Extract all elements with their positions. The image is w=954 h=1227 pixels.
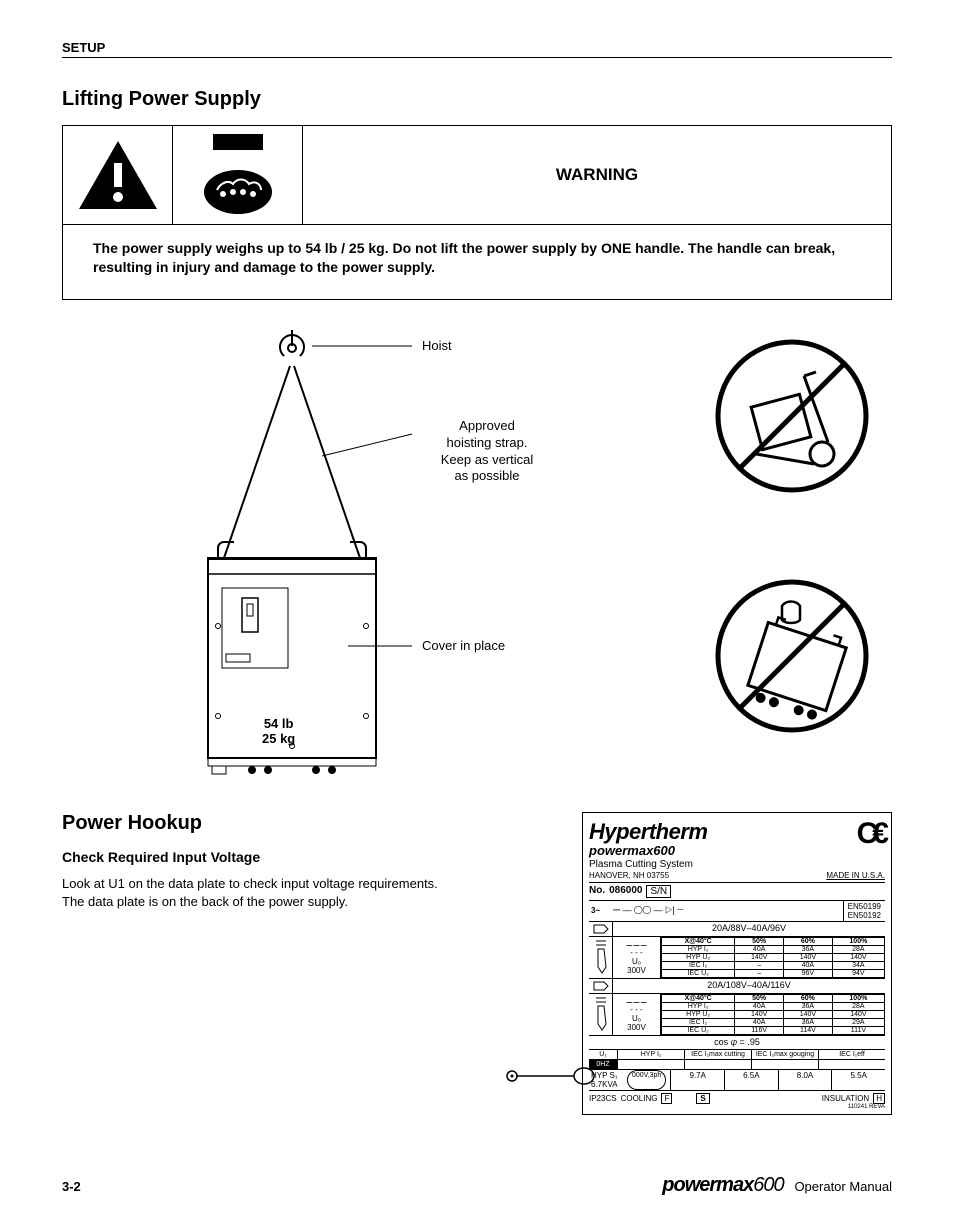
plate-cooling: COOLING: [621, 1094, 658, 1103]
strap-l2: hoisting strap.: [447, 435, 528, 450]
u0-l2a: 300V: [615, 966, 658, 975]
ce-mark-icon: C€: [857, 817, 883, 851]
plate-table2: X@40°C50%60%100%HYP I₂40A36A28AHYP U₂140…: [661, 994, 885, 1035]
weight-label: 54 lb 25 kg: [262, 716, 295, 746]
u0-l2b: 300V: [615, 1023, 658, 1032]
plate-cooling-sym: F: [661, 1093, 672, 1104]
footer-right: powermax600 Operator Manual: [662, 1174, 892, 1197]
plate-table1: X@40°C50%60%100%HYP I₂40A36A28AHYP U₂140…: [661, 937, 885, 978]
footer-brand-num: 600: [753, 1174, 783, 1196]
plate-u1-row: U₁ HYP I₁ IEC I₁max cutting IEC I₂max go…: [589, 1050, 885, 1060]
plate-header1-row: 20A/88V–40A/96V: [589, 922, 885, 937]
hookup-section: Power Hookup Check Required Input Voltag…: [62, 812, 892, 1115]
plate-en1: EN50199: [848, 902, 881, 911]
footer-suffix: Operator Manual: [794, 1179, 892, 1194]
plate-addr-row: HANOVER, NH 03755 MADE IN U.S.A.: [589, 871, 885, 880]
crush-hazard-icon: [173, 126, 303, 224]
page-number: 3-2: [62, 1179, 81, 1194]
plate-no-label: No.: [589, 885, 605, 898]
plate-block2: ⚊⚊⚊- - - U₀ 300V X@40°C50%60%100%HYP I₂4…: [589, 994, 885, 1036]
kva-l2: 6.7KVA: [591, 1080, 618, 1089]
torch-flat-icon: [589, 922, 613, 936]
plate-header2-row: 20A/108V–40A/116V: [589, 979, 885, 994]
bv1: 6.5A: [724, 1070, 778, 1090]
plate-phase: 3~: [589, 905, 611, 916]
torch-angle-icon: [589, 937, 613, 978]
hookup-text: Power Hookup Check Required Input Voltag…: [62, 812, 552, 1115]
warning-text: The power supply weighs up to 54 lb / 25…: [63, 225, 891, 299]
plate-symbols-icon: ⎓ — ◯◯ — ▷| ⚊: [611, 904, 843, 917]
subtitle-voltage: Check Required Input Voltage: [62, 849, 552, 865]
u0-l1b: U₀: [615, 1014, 658, 1023]
plate-block1: ⚊⚊⚊- - - U₀ 300V X@40°C50%60%100%HYP I₂4…: [589, 937, 885, 979]
plate-brand: Hypertherm: [589, 819, 707, 845]
bv3: 5.5A: [831, 1070, 885, 1090]
strap-label: Approved hoisting strap. Keep as vertica…: [422, 418, 552, 486]
plate-hyp-i1: HYP I₁: [617, 1050, 684, 1059]
strap-l3: Keep as vertical: [441, 452, 534, 467]
body-l1: Look at U1 on the data plate to check in…: [62, 875, 552, 893]
plate-bottom-row1: 0HZ: [589, 1060, 885, 1070]
strap-l4: as possible: [454, 468, 519, 483]
plate-made: MADE IN U.S.A.: [826, 871, 885, 880]
plate-kva-row: HYP S₁ 6.7KVA 000V,3ph 9.7A 6.5A 8.0A 5.…: [589, 1070, 885, 1091]
plate-insul: INSULATION: [822, 1094, 869, 1103]
plate-system: Plasma Cutting System: [589, 859, 885, 870]
plate-header2: 20A/108V–40A/116V: [613, 979, 885, 993]
bv2: 8.0A: [778, 1070, 832, 1090]
plate-iec-gou: IEC I₂max gouging: [751, 1050, 818, 1059]
warning-label: WARNING: [303, 165, 891, 185]
data-plate: Hypertherm C€ powermax600 Plasma Cutting…: [582, 812, 892, 1115]
plate-s-sym: S: [696, 1093, 709, 1104]
torch-flat-icon-2: [589, 979, 613, 993]
plate-sn-label: S/N: [646, 885, 671, 898]
warning-top-row: WARNING: [63, 126, 891, 225]
prohibit-onehandle-icon: [712, 576, 872, 741]
weight-l1: 54 lb: [264, 716, 294, 731]
bv0: 9.7A: [670, 1070, 724, 1090]
plate-rev: 110241 REVA: [589, 1104, 885, 1110]
section-header: SETUP: [62, 40, 892, 58]
kva-oval: 000V,3ph: [627, 1070, 666, 1090]
plate-footer-row: IP23CS COOLING F S INSULATION H: [589, 1091, 885, 1104]
title-hookup: Power Hookup: [62, 812, 552, 835]
plate-u0-1: ⚊⚊⚊- - - U₀ 300V: [613, 937, 661, 978]
weight-l2: 25 kg: [262, 731, 295, 746]
plate-en2: EN50192: [848, 911, 881, 920]
body-l2: The data plate is on the back of the pow…: [62, 893, 552, 911]
plate-insul-sym: H: [873, 1093, 885, 1104]
plate-u0-2: ⚊⚊⚊- - - U₀ 300V: [613, 994, 661, 1035]
kva-l1: HYP S₁: [591, 1071, 618, 1080]
torch-angle-icon-2: [589, 994, 613, 1035]
plate-header1: 20A/88V–40A/96V: [613, 922, 885, 936]
plate-ip: IP23CS: [589, 1094, 617, 1103]
page-footer: 3-2 powermax600 Operator Manual: [62, 1174, 892, 1197]
plate-addr: HANOVER, NH 03755: [589, 871, 669, 880]
plate-no-row: No. 086000 S/N: [589, 882, 885, 901]
diagram-area: Hoist Approved hoisting strap. Keep as v…: [62, 326, 892, 796]
plate-iec-cut: IEC I₁max cutting: [684, 1050, 751, 1059]
strap-l1: Approved: [459, 418, 515, 433]
warning-triangle-icon: [63, 126, 173, 224]
prohibit-handtruck-icon: [712, 336, 872, 501]
title-lifting: Lifting Power Supply: [62, 88, 892, 111]
cover-label: Cover in place: [422, 638, 505, 655]
u0-l1a: U₀: [615, 957, 658, 966]
data-plate-wrapper: Hypertherm C€ powermax600 Plasma Cutting…: [582, 812, 892, 1115]
plate-cos: cos 𝜑 = .95: [589, 1036, 885, 1050]
plate-phase-row: 3~ ⎓ — ◯◯ — ▷| ⚊ EN50199 EN50192: [589, 901, 885, 922]
plate-model: powermax600: [589, 843, 885, 858]
warning-box: WARNING The power supply weighs up to 54…: [62, 125, 892, 300]
plate-u1: U₁: [589, 1050, 617, 1059]
plate-en: EN50199 EN50192: [843, 901, 885, 921]
plate-no-val: 086000: [609, 885, 642, 898]
hoist-label: Hoist: [422, 338, 452, 355]
footer-brand: powermax: [662, 1174, 753, 1196]
plate-iec-eff: IEC I₁eff: [818, 1050, 885, 1059]
